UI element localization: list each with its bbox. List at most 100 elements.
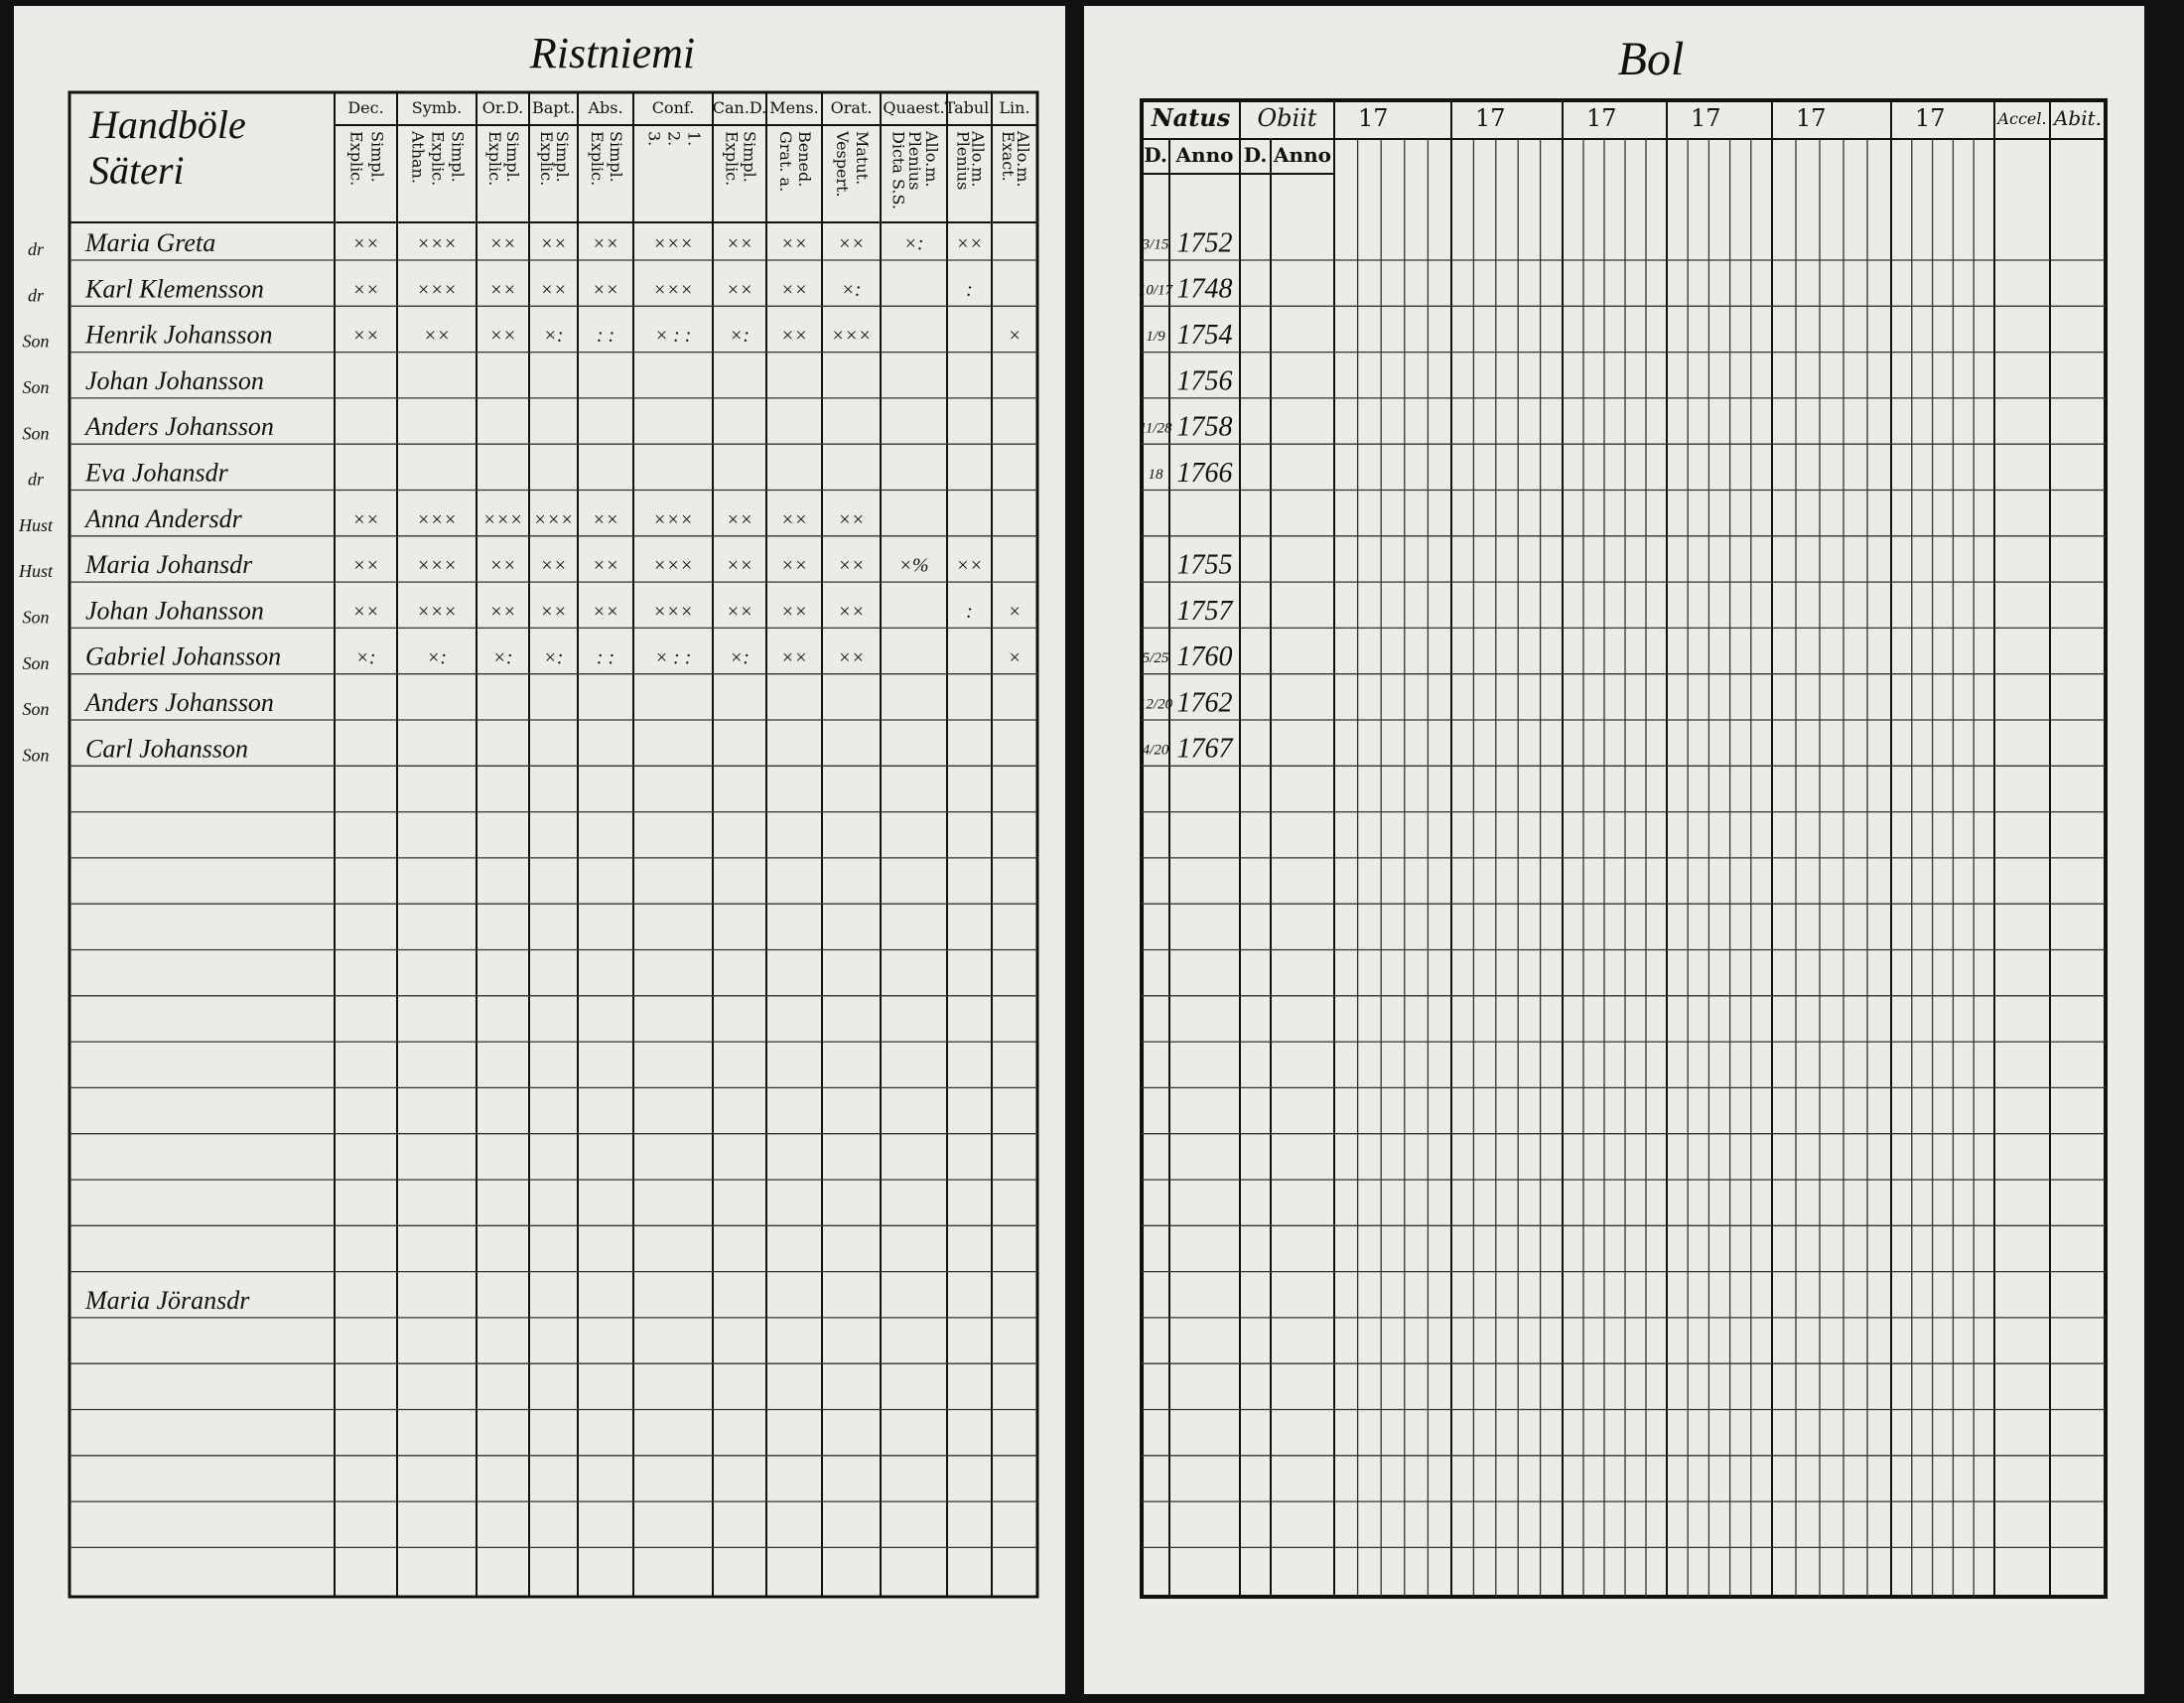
birth-day: 18 (1149, 467, 1164, 483)
column-label: Abs. (587, 98, 622, 117)
column-sublabel: 3. (645, 131, 664, 146)
column-label: Can.D. (713, 98, 767, 117)
row-relation: Son (23, 377, 50, 397)
row-mark: ×× (593, 508, 619, 530)
column-label: Symb. (412, 98, 463, 117)
row-mark: : (966, 279, 973, 301)
row-mark: ×× (352, 279, 379, 301)
column-sublabel: Explic. (347, 131, 366, 186)
row-mark: ×× (352, 601, 379, 623)
row-name: Maria Johansdr (84, 550, 253, 579)
row-mark: ×× (838, 601, 865, 623)
column-sublabel: Plenius (954, 131, 973, 190)
column-label: Orat. (831, 98, 873, 117)
row-mark: ×: (730, 646, 750, 668)
row-relation: dr (28, 285, 45, 305)
row-mark: ×× (781, 508, 808, 530)
subheader: Anno (1175, 143, 1234, 167)
right-table-border (1140, 98, 2108, 1599)
row-mark: ×× (956, 233, 983, 255)
row-mark: ×× (352, 508, 379, 530)
row-mark: ×× (727, 279, 753, 301)
row-mark: ×: (355, 646, 375, 668)
row-relation: Son (23, 745, 50, 765)
column-sublabel: Explic. (429, 131, 448, 186)
column-label: Conf. (652, 98, 695, 117)
left-page (14, 6, 1065, 1694)
natus-header: Natus (1151, 103, 1231, 132)
row-mark: : : (597, 646, 614, 668)
column-sublabel: Vespert. (833, 130, 852, 198)
row-relation: dr (28, 239, 45, 259)
year-header: 17 (1796, 104, 1827, 132)
row-mark: ×× (540, 601, 567, 623)
obiit-header: Obiit (1257, 104, 1316, 132)
birth-day: 3/15 (1142, 236, 1169, 252)
birth-year: 1766 (1177, 458, 1233, 489)
column-label: Mens. (769, 98, 818, 117)
row-mark: ×× (593, 555, 619, 577)
row-mark: ×× (838, 646, 865, 668)
year-header: 17 (1915, 104, 1946, 132)
footnote-name: Maria Jöransdr (84, 1286, 250, 1315)
row-mark: ××× (831, 325, 872, 347)
column-sublabel: Simpl. (553, 131, 572, 183)
column-label: Quaest. (883, 98, 944, 117)
row-mark: ×× (727, 508, 753, 530)
column-sublabel: 2. (665, 131, 684, 146)
year-header: 17 (1586, 104, 1617, 132)
column-sublabel: Simpl. (607, 131, 625, 183)
row-relation: dr (28, 470, 45, 490)
row-mark: ××× (653, 508, 694, 530)
column-sublabel: Dicta S.S. (888, 131, 907, 210)
column-label: Or.D. (482, 98, 523, 117)
row-mark: ×× (838, 555, 865, 577)
birth-year: 1755 (1177, 550, 1233, 581)
year-header: 17 (1475, 104, 1506, 132)
row-mark: ×× (838, 233, 865, 255)
accel-header: Accel. (1995, 109, 2046, 128)
row-mark: ××× (533, 508, 574, 530)
birth-year: 1767 (1177, 734, 1234, 765)
row-mark: ××× (417, 279, 458, 301)
row-mark: ××× (417, 233, 458, 255)
year-header: 17 (1691, 104, 1721, 132)
row-mark: ×× (781, 555, 808, 577)
column-sublabel: Simpl. (368, 131, 387, 183)
row-mark: ×× (781, 279, 808, 301)
column-sublabel: Explic. (537, 131, 556, 186)
column-sublabel: Matut. (853, 131, 872, 185)
subheader: D. (1244, 143, 1268, 167)
column-sublabel: Simpl. (503, 131, 522, 183)
row-mark: ×× (727, 601, 753, 623)
row-name: Johan Johansson (85, 366, 264, 395)
column-sublabel: Exact. (999, 131, 1018, 182)
birth-day: 11/28 (1139, 421, 1172, 437)
column-sublabel: Explic. (485, 131, 504, 186)
row-mark: × (1008, 646, 1022, 668)
subheader: D. (1144, 143, 1167, 167)
column-sublabel: Bened. (795, 131, 814, 187)
row-mark: ×× (781, 601, 808, 623)
row-mark: ×: (841, 279, 861, 301)
row-name: Anders Johansson (83, 688, 274, 717)
column-sublabel: Grat. a. (776, 131, 795, 192)
row-relation: Son (23, 332, 50, 352)
row-mark: : (966, 601, 973, 623)
subheader: Anno (1273, 143, 1331, 167)
birth-year: 1756 (1177, 365, 1233, 396)
column-sublabel: Simpl. (449, 131, 468, 183)
birth-year: 1757 (1177, 596, 1234, 627)
column-label: Dec. (347, 98, 383, 117)
row-name: Maria Greta (84, 228, 215, 257)
row-mark: ×× (489, 325, 516, 347)
row-mark: ×× (540, 555, 567, 577)
row-relation: Son (23, 653, 50, 673)
name-header: Säteri (89, 148, 185, 193)
row-mark: ×× (781, 646, 808, 668)
birth-year: 1758 (1177, 412, 1233, 443)
row-mark: ××× (417, 508, 458, 530)
row-mark: ×× (727, 555, 753, 577)
row-mark: ×: (543, 325, 563, 347)
row-name: Eva Johansdr (84, 458, 229, 487)
